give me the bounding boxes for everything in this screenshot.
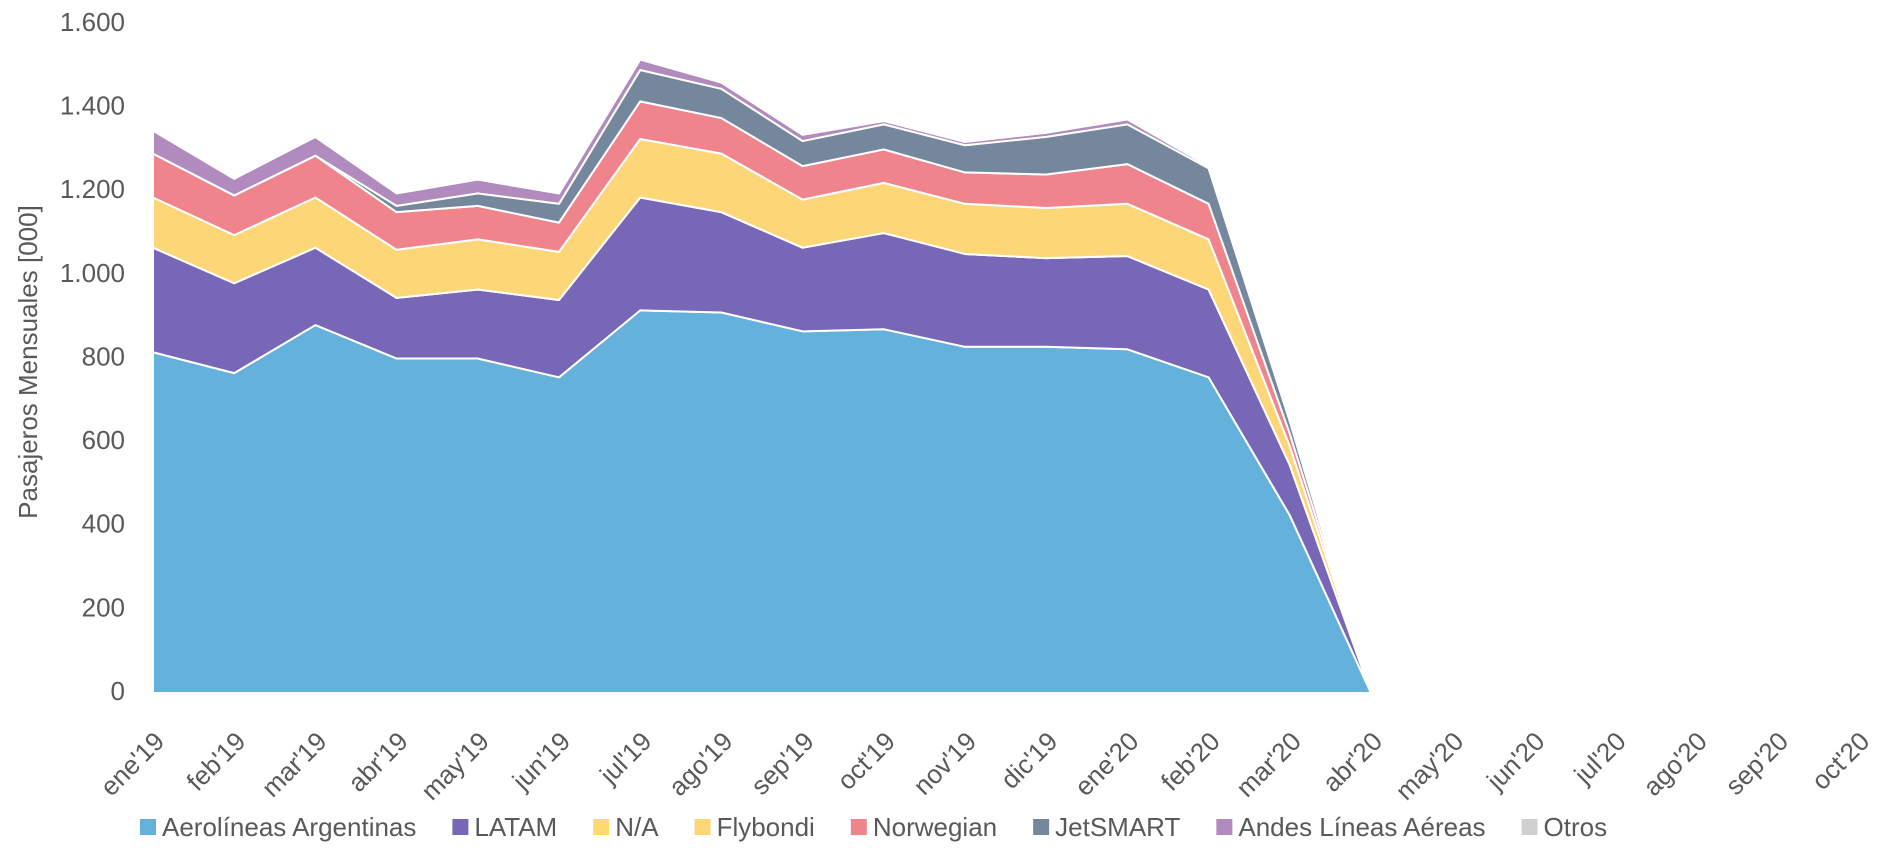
y-tick-label: 0 bbox=[111, 676, 125, 706]
x-tick-label: ene'19 bbox=[94, 726, 170, 802]
legend-label: Norwegian bbox=[873, 812, 997, 842]
y-tick-label: 600 bbox=[82, 425, 125, 455]
x-tick-label: jun'19 bbox=[506, 726, 576, 796]
legend-swatch bbox=[850, 819, 867, 835]
y-tick-label: 1.400 bbox=[60, 91, 125, 121]
x-tick-label: oct'19 bbox=[831, 726, 901, 796]
y-axis-label: Pasajeros Mensuales [000] bbox=[13, 205, 43, 519]
x-tick-label: dic'19 bbox=[995, 726, 1064, 795]
y-tick-label: 400 bbox=[82, 509, 125, 539]
x-tick-label: oct'20 bbox=[1806, 726, 1876, 796]
x-tick-label: may'19 bbox=[415, 726, 495, 806]
y-tick-label: 1.200 bbox=[60, 174, 125, 204]
x-tick-label: jun'20 bbox=[1480, 726, 1550, 796]
legend-label: Andes Líneas Aéreas bbox=[1238, 812, 1485, 842]
legend-swatch bbox=[140, 819, 156, 835]
legend-swatch bbox=[1033, 819, 1050, 835]
x-tick-label: may'20 bbox=[1389, 726, 1469, 806]
legend-label: N/A bbox=[615, 812, 659, 842]
y-tick-label: 1.600 bbox=[60, 7, 125, 37]
x-tick-label: mar'20 bbox=[1230, 726, 1307, 803]
area bbox=[152, 58, 1372, 694]
x-tick-label: sep'19 bbox=[745, 726, 820, 801]
legend-label: Flybondi bbox=[717, 812, 815, 842]
legend-label: LATAM bbox=[474, 812, 557, 842]
y-tick-label: 800 bbox=[82, 341, 125, 371]
x-tick-label: mar'19 bbox=[256, 726, 333, 803]
x-tick-label: ago'19 bbox=[663, 726, 739, 802]
x-tick-label: jul'19 bbox=[593, 726, 657, 790]
x-tick-label: abr'20 bbox=[1316, 726, 1388, 798]
x-tick-label: jul'20 bbox=[1567, 726, 1631, 790]
legend-swatch bbox=[1521, 819, 1538, 835]
legend-swatch bbox=[694, 819, 711, 835]
x-tick-label: nov'19 bbox=[907, 726, 982, 801]
x-tick-label: ago'20 bbox=[1637, 726, 1713, 802]
legend-swatch bbox=[1216, 819, 1233, 835]
legend-label: JetSMART bbox=[1055, 812, 1180, 842]
legend-label: Otros bbox=[1544, 812, 1608, 842]
x-tick-label: feb'20 bbox=[1155, 726, 1226, 797]
legend-swatch bbox=[593, 819, 610, 835]
y-tick-label: 1.000 bbox=[60, 258, 125, 288]
y-tick-label: 200 bbox=[82, 592, 125, 622]
x-tick-label: ene'20 bbox=[1069, 726, 1145, 802]
legend-label: Aerolíneas Argentinas bbox=[162, 812, 416, 842]
x-tick-label: abr'19 bbox=[342, 726, 414, 798]
legend-swatch bbox=[452, 819, 469, 835]
x-tick-label: feb'19 bbox=[181, 726, 252, 797]
x-tick-label: sep'20 bbox=[1719, 726, 1794, 801]
